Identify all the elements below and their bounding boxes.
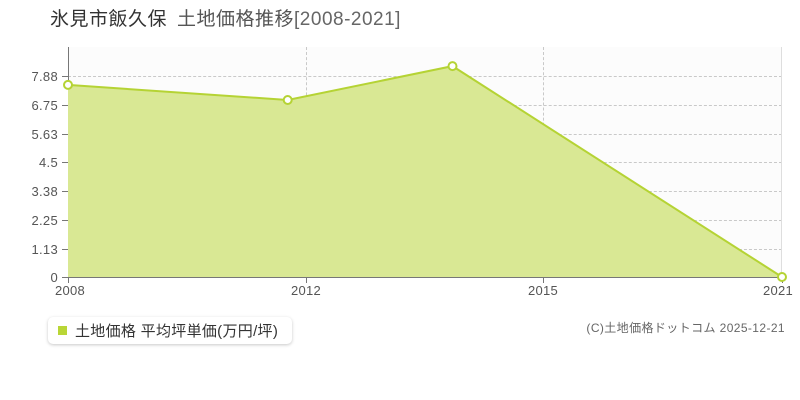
x-axis-label-2015: 2015 — [527, 283, 559, 298]
y-axis-label-4-5: 4.5 — [39, 155, 58, 170]
y-axis-label-5-63: 5.63 — [31, 127, 58, 142]
y-tick-mark-7-88 — [62, 76, 69, 77]
page-title: 氷見市飯久保 土地価格推移[2008-2021] — [50, 8, 401, 32]
gridline-x-2021 — [781, 47, 782, 277]
x-tick-mark-2008 — [68, 277, 69, 283]
plot-area — [68, 47, 782, 277]
gridline-y-4-5 — [68, 162, 782, 163]
gridline-y-7-88 — [68, 76, 782, 77]
square-marker-icon — [58, 326, 67, 335]
gridline-y-3-38 — [68, 191, 782, 192]
y-axis-label-0: 0 — [50, 270, 58, 285]
copyright-text: (C)土地価格ドットコム 2025-12-21 — [586, 321, 785, 335]
gridline-x-2012 — [306, 47, 307, 277]
y-axis-label-2-25: 2.25 — [31, 213, 58, 228]
y-tick-mark-5-63 — [62, 134, 69, 135]
y-axis-label-7-88: 7.88 — [31, 69, 58, 84]
y-axis-label-6-75: 6.75 — [31, 98, 58, 113]
gridline-y-2-25 — [68, 220, 782, 221]
x-tick-mark-2015 — [543, 277, 544, 283]
gridline-y-5-63 — [68, 134, 782, 135]
title-main: 氷見市飯久保 — [50, 9, 168, 30]
title-range: [2008-2021] — [294, 9, 401, 30]
gridline-x-2015 — [543, 47, 544, 277]
x-tick-mark-2012 — [306, 277, 307, 283]
y-tick-mark-1-13 — [62, 249, 69, 250]
gridline-y-1-13 — [68, 249, 782, 250]
x-axis-label-2012: 2012 — [290, 283, 322, 298]
x-axis-line — [68, 277, 783, 278]
y-tick-mark-6-75 — [62, 105, 69, 106]
x-axis-label-2008: 2008 — [54, 283, 86, 298]
title-subject: 土地価格推移 — [177, 9, 295, 30]
y-tick-mark-3-38 — [62, 191, 69, 192]
legend-item-label: 土地価格 平均坪単価(万円/坪) — [75, 323, 279, 340]
y-axis-label-3-38: 3.38 — [31, 184, 58, 199]
y-tick-mark-0 — [62, 277, 69, 278]
y-tick-mark-4-5 — [62, 162, 69, 163]
x-axis-label-2021: 2021 — [762, 283, 794, 298]
chart-legend[interactable]: 土地価格 平均坪単価(万円/坪) — [48, 317, 293, 344]
gridline-y-6-75 — [68, 105, 782, 106]
y-tick-mark-2-25 — [62, 220, 69, 221]
y-axis-label-1-13: 1.13 — [31, 242, 58, 257]
